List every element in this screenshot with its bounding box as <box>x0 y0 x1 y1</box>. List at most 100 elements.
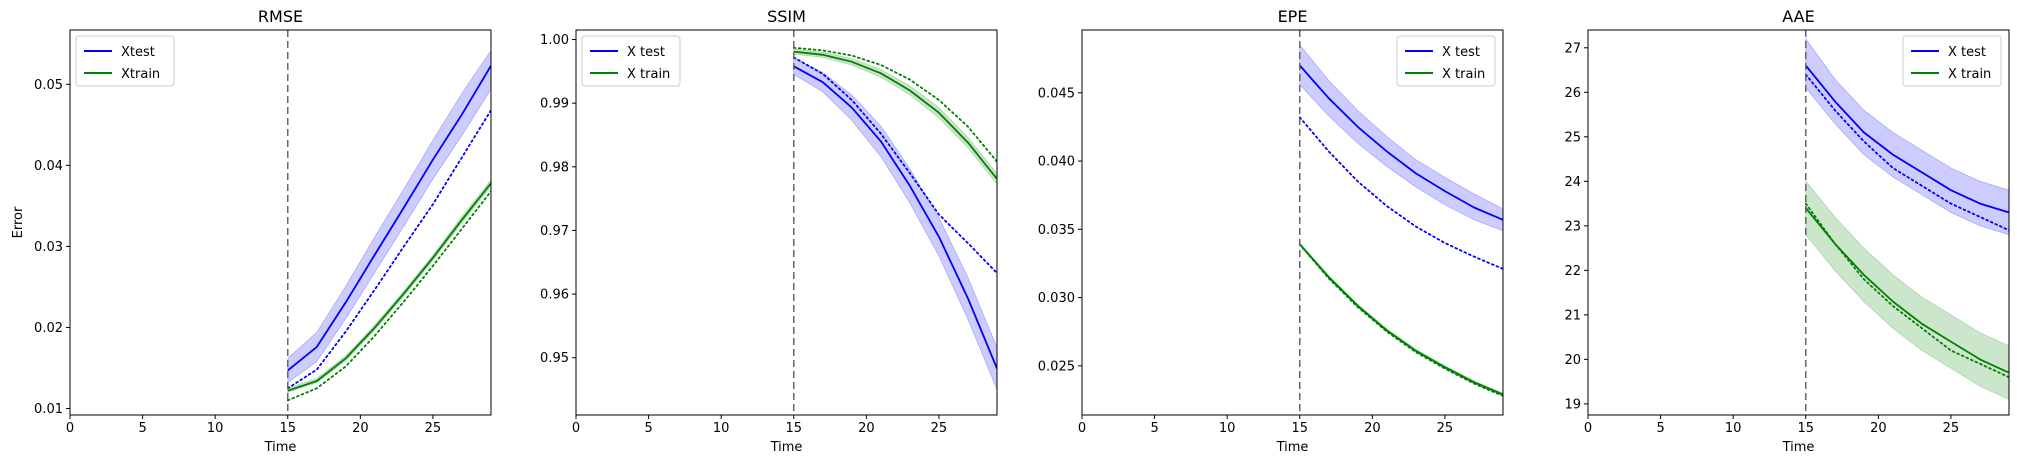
y-tick-label: 0.01 <box>34 402 63 417</box>
y-tick-label: 25 <box>1564 130 1581 145</box>
y-tick-label: 0.97 <box>540 224 569 239</box>
x-tick-label: 15 <box>1797 421 1814 436</box>
series-line-0 <box>287 65 491 372</box>
x-tick-label: 25 <box>931 421 948 436</box>
dotted-line-2 <box>286 109 491 390</box>
confidence-band-1 <box>287 179 491 393</box>
series-line-0 <box>1299 64 1503 221</box>
plot-frame <box>1081 29 1504 416</box>
x-tick-label: 0 <box>572 421 580 436</box>
x-tick-label: 0 <box>1078 421 1086 436</box>
y-tick-label: 0.03 <box>34 240 63 255</box>
dotted-line-2 <box>792 56 997 275</box>
x-tick-label: 5 <box>644 421 652 436</box>
legend-label: Xtest <box>121 45 155 60</box>
y-tick-label: 26 <box>1564 86 1581 101</box>
plot-background <box>576 30 997 415</box>
series-line-0 <box>1805 65 2009 214</box>
y-tick-label: 0.95 <box>540 351 569 366</box>
x-tick-label: 0 <box>1584 421 1592 436</box>
confidence-band-0 <box>1299 43 1503 232</box>
x-tick-label: 15 <box>279 421 296 436</box>
dotted-line-2 <box>1298 116 1503 270</box>
series-line-1 <box>287 182 491 392</box>
legend: X test X train <box>1396 35 1496 87</box>
y-tick-label: 1.00 <box>540 33 569 48</box>
y-tick-label: 19 <box>1564 397 1581 412</box>
confidence-band-0 <box>793 57 997 390</box>
y-tick-label: 0.04 <box>34 159 63 174</box>
legend-label: Xtrain <box>121 67 160 82</box>
legend-label: X test <box>1442 45 1480 60</box>
x-tick-label: 15 <box>785 421 802 436</box>
x-tick-label: 10 <box>1725 421 1742 436</box>
y-tick-label: 0.02 <box>34 321 63 336</box>
plot-frame <box>69 29 492 416</box>
legend: X test X train <box>1902 35 2002 87</box>
plot-data <box>1298 43 1503 397</box>
y-tick-label: 21 <box>1564 308 1581 323</box>
x-tick-label: 10 <box>713 421 730 436</box>
x-tick-label: 25 <box>425 421 442 436</box>
confidence-band-1 <box>1805 180 2009 400</box>
chart-title: SSIM <box>767 7 806 26</box>
y-tick-label: 22 <box>1564 264 1581 279</box>
plot-frame <box>575 29 998 416</box>
y-tick-label: 20 <box>1564 353 1581 368</box>
plot-data <box>1804 37 2009 400</box>
x-tick-label: 5 <box>1656 421 1664 436</box>
y-tick-label: 0.98 <box>540 160 569 175</box>
x-tick-label: 15 <box>1291 421 1308 436</box>
confidence-band-0 <box>287 49 491 384</box>
y-tick-label: 24 <box>1564 175 1581 190</box>
confidence-band-1 <box>793 48 997 185</box>
x-tick-label: 10 <box>1219 421 1236 436</box>
legend: X test X train <box>581 35 681 87</box>
y-tick-label: 27 <box>1564 41 1581 56</box>
plot-frame <box>1587 29 2010 416</box>
series-line-1 <box>1299 243 1503 396</box>
legend-label: X test <box>627 45 665 60</box>
chart-rmse: 0 5 10 15 20 25 0.01 0.02 0.03 0.04 0.05 RMSE Time Er… <box>11 7 492 455</box>
y-axis-label: Error <box>11 206 26 238</box>
dotted-line-3 <box>1804 202 2009 379</box>
plot-background <box>70 30 491 415</box>
legend-label: X train <box>627 67 670 82</box>
x-tick-label: 20 <box>352 421 369 436</box>
series-line-0 <box>793 65 997 369</box>
dotted-line-3 <box>1298 243 1503 397</box>
dotted-line-3 <box>792 46 997 163</box>
y-tick-label: 0.99 <box>540 97 569 112</box>
series-line-1 <box>793 50 997 180</box>
y-tick-label: 0.96 <box>540 288 569 303</box>
plot-data <box>286 49 491 402</box>
chart-title: RMSE <box>258 7 303 26</box>
plot-background <box>1588 30 2009 415</box>
chart-title: AAE <box>1782 7 1814 26</box>
x-tick-label: 5 <box>1150 421 1158 436</box>
y-tick-label: 0.040 <box>1038 155 1075 170</box>
legend-label: X train <box>1442 67 1485 82</box>
x-tick-label: 25 <box>1943 421 1960 436</box>
chart-epe: 0 5 10 15 20 25 0.025 0.030 0.035 0.040 0.045 EPE Ti… <box>1038 7 1504 455</box>
y-tick-label: 0.045 <box>1038 86 1075 101</box>
x-tick-label: 5 <box>138 421 146 436</box>
y-tick-label: 0.035 <box>1038 223 1075 238</box>
x-axis-label: Time <box>264 440 297 455</box>
x-axis-label: Time <box>1782 440 1815 455</box>
x-tick-label: 0 <box>66 421 74 436</box>
plot-data <box>792 46 997 390</box>
chart-aae: 0 5 10 15 20 25 19 20 21 22 23 24 25 26 27 AAE Time X tes… <box>1564 7 2010 455</box>
y-tick-label: 0.05 <box>34 78 63 93</box>
y-tick-label: 0.025 <box>1038 359 1075 374</box>
x-tick-label: 20 <box>1870 421 1887 436</box>
dotted-line-3 <box>286 190 491 402</box>
x-axis-label: Time <box>1276 440 1309 455</box>
chart-ssim: 0 5 10 15 20 25 0.95 0.96 0.97 0.98 0.99 1.00 SSIM Ti… <box>540 7 998 455</box>
chart-title: EPE <box>1278 7 1308 26</box>
legend: Xtest Xtrain <box>75 35 175 87</box>
legend-label: X test <box>1948 45 1986 60</box>
x-tick-label: 25 <box>1437 421 1454 436</box>
legend-label: X train <box>1948 67 1991 82</box>
x-tick-label: 20 <box>858 421 875 436</box>
